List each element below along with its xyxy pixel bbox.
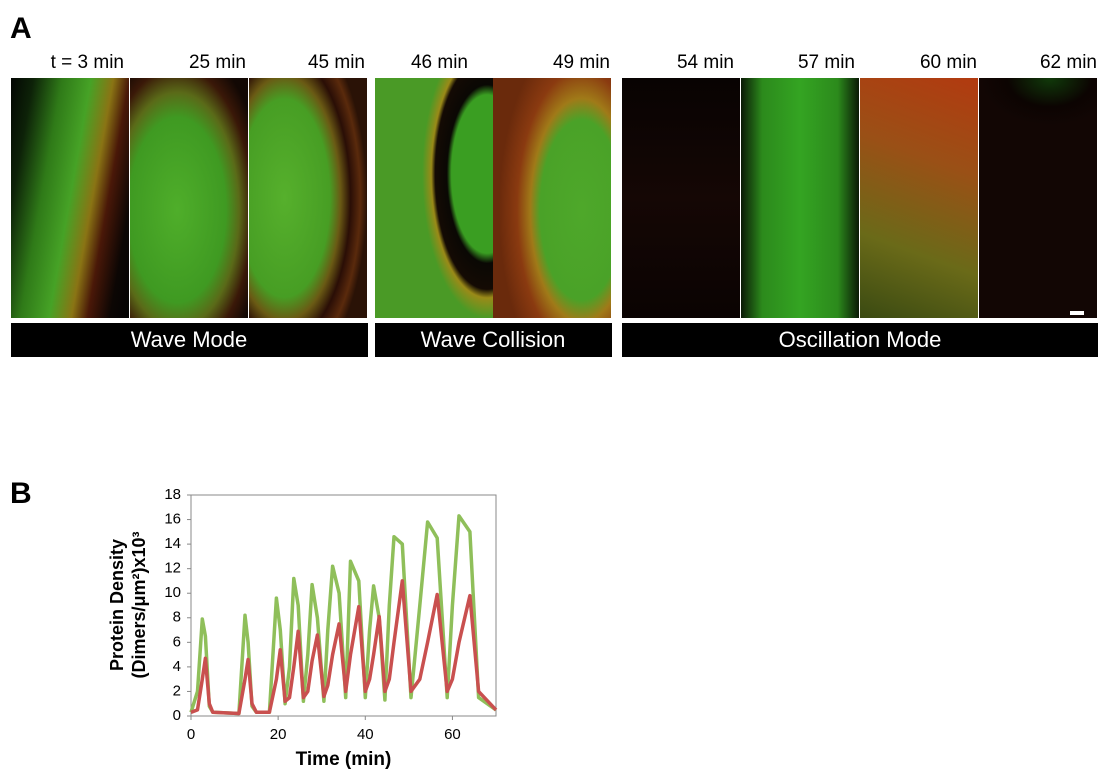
y-tick-label: 2 (173, 682, 181, 699)
plot-frame (190, 494, 497, 717)
time-label: 45 min (308, 52, 365, 73)
x-axis-label: Time (min) (296, 749, 392, 770)
x-tick-label: 20 (270, 726, 287, 743)
mode-label: Oscillation Mode (779, 327, 942, 352)
mode-label: Wave Collision (421, 327, 566, 352)
time-label: 62 min (1040, 52, 1097, 73)
time-label: 60 min (920, 52, 977, 73)
series-line (190, 579, 498, 716)
micrograph (11, 78, 129, 318)
micrograph (130, 78, 248, 318)
y-tick-label: 16 (164, 511, 181, 528)
time-label: t = 3 min (51, 52, 124, 73)
y-tick-label: 12 (164, 560, 181, 577)
micrograph (979, 78, 1097, 318)
time-label: 54 min (677, 52, 734, 73)
y-tick-label: 18 (164, 486, 181, 503)
mode-label: Wave Mode (131, 327, 248, 352)
y-axis-label: Protein Density (107, 539, 127, 671)
panel-label: A (10, 12, 32, 45)
y-tick-label: 6 (173, 633, 181, 650)
y-tick-label: 14 (164, 535, 181, 552)
x-tick-label: 40 (357, 726, 374, 743)
micrograph (860, 78, 978, 318)
time-label: 25 min (189, 52, 246, 73)
mode-bar (375, 323, 612, 357)
mode-bar (622, 323, 1098, 357)
time-label: 46 min (411, 52, 468, 73)
micrograph (375, 78, 493, 318)
time-label: 57 min (798, 52, 855, 73)
micrograph (493, 78, 611, 318)
x-tick-label: 0 (187, 726, 195, 743)
y-tick-label: 0 (173, 707, 181, 724)
mode-bar (11, 323, 368, 357)
scale-bar (1070, 311, 1084, 315)
panel-label: B (10, 477, 32, 510)
y-axis-label: (Dimers/μm²)x10³ (129, 531, 149, 678)
series-line (189, 514, 498, 716)
y-tick-label: 10 (164, 584, 181, 601)
y-tick-label: 4 (173, 658, 181, 675)
micrograph (741, 78, 859, 318)
y-tick-label: 8 (173, 609, 181, 626)
micrograph (249, 78, 367, 318)
time-label: 49 min (553, 52, 610, 73)
micrograph (622, 78, 740, 318)
x-tick-label: 60 (444, 726, 461, 743)
